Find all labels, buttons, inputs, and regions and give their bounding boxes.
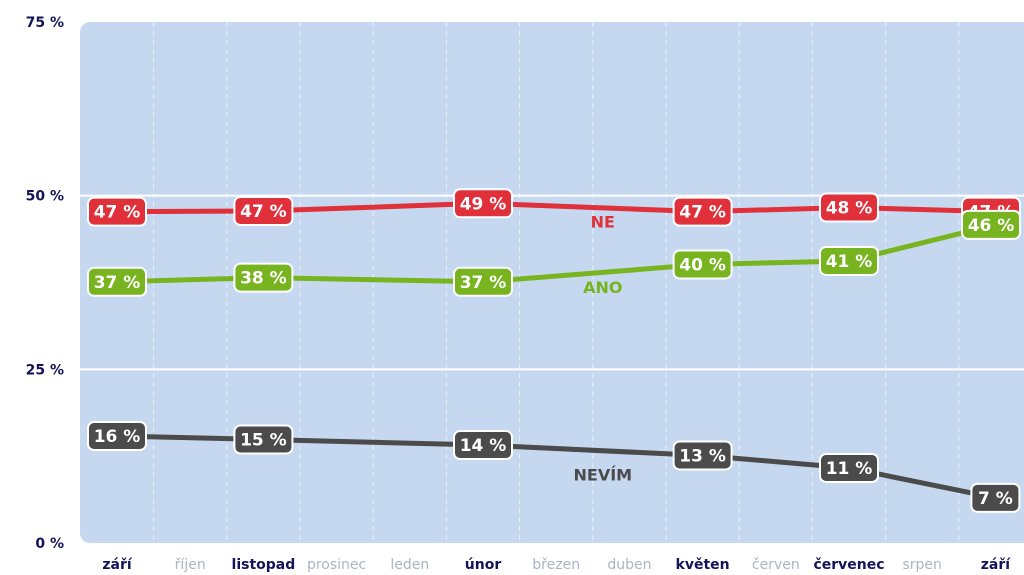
y-tick-label: 50 %: [26, 189, 64, 205]
data-label-badge: [970, 482, 1021, 513]
data-label-text: 46 %: [968, 216, 1015, 236]
data-label-text: 48 %: [826, 198, 873, 218]
data-label-badge: [87, 196, 147, 227]
data-label-text: 49 %: [460, 194, 507, 214]
plot-background: [80, 22, 1024, 543]
x-tick-label: duben: [607, 557, 651, 573]
x-tick-label: září: [102, 557, 133, 573]
data-label-badge: [233, 195, 294, 226]
data-label-badge: [672, 196, 733, 227]
data-label: 48 %: [819, 192, 879, 223]
x-tick-label: prosinec: [307, 557, 366, 573]
series-name-nevím: NEVÍM: [574, 465, 633, 484]
data-label-badge: [672, 249, 733, 280]
data-labels: 47 %47 %49 %47 %48 %47 %37 %38 %37 %40 %…: [87, 188, 1021, 513]
x-tick-label: říjen: [175, 557, 206, 573]
x-tick-label: srpen: [902, 557, 941, 573]
x-tick-label: září: [981, 557, 1012, 573]
data-label-badge: [819, 452, 879, 483]
data-label: 7 %: [970, 482, 1021, 513]
x-tick-label: únor: [465, 557, 502, 573]
data-label-text: 38 %: [240, 269, 287, 289]
data-label-badge: [961, 209, 1021, 240]
data-label-badge: [87, 421, 147, 452]
y-tick-label: 0 %: [35, 536, 64, 552]
data-label-badge: [233, 424, 294, 455]
data-label-text: 41 %: [826, 252, 873, 272]
data-label-badge: [672, 440, 733, 471]
series-names: NE ANO NEVÍM: [574, 212, 633, 484]
x-tick-label: březen: [532, 557, 580, 573]
data-label: 38 %: [233, 262, 294, 293]
data-label-text: 40 %: [679, 255, 726, 275]
data-label-text: 47 %: [679, 203, 726, 223]
series-name-ne: NE: [591, 212, 615, 231]
data-label: 37 %: [453, 266, 513, 297]
data-label: 16 %: [87, 421, 147, 452]
data-label-badge: [453, 188, 513, 219]
data-label-badge: [453, 430, 513, 461]
data-label: 47 %: [87, 196, 147, 227]
data-label: 49 %: [453, 188, 513, 219]
data-label: 14 %: [453, 430, 513, 461]
y-axis: 0 % 25 % 50 % 75 %: [26, 15, 64, 552]
data-label: 47 %: [672, 196, 733, 227]
x-tick-label: listopad: [232, 557, 296, 573]
x-axis: září říjen listopad prosinec leden únor březen…: [102, 557, 1011, 573]
data-label: 11 %: [819, 452, 879, 483]
data-label-text: 47 %: [240, 202, 287, 222]
data-label: 15 %: [233, 424, 294, 455]
series-name-ano: ANO: [583, 278, 622, 297]
x-tick-label: květen: [676, 557, 730, 573]
data-label: 41 %: [819, 245, 879, 276]
data-label-text: 47 %: [94, 203, 141, 223]
data-label: 47 %: [233, 195, 294, 226]
x-tick-label: leden: [390, 557, 429, 573]
data-label: 40 %: [672, 249, 733, 280]
data-label-text: 13 %: [679, 446, 726, 466]
data-label-badge: [819, 192, 879, 223]
data-label: 37 %: [87, 266, 147, 297]
data-label: 13 %: [672, 440, 733, 471]
data-label-text: 14 %: [460, 436, 507, 456]
data-label-badge: [233, 262, 294, 293]
data-label-badge: [87, 266, 147, 297]
data-label-text: 37 %: [460, 273, 507, 293]
data-label-badge: [453, 266, 513, 297]
data-label-text: 15 %: [240, 430, 287, 450]
data-label-badge: [819, 245, 879, 276]
data-label: 46 %: [961, 209, 1021, 240]
x-tick-label: červenec: [813, 557, 884, 573]
data-label-text: 37 %: [94, 273, 141, 293]
y-tick-label: 75 %: [26, 15, 64, 31]
y-tick-label: 25 %: [26, 362, 64, 378]
data-label-text: 11 %: [826, 459, 873, 479]
data-label-text: 7 %: [978, 489, 1013, 509]
data-label-text: 16 %: [94, 427, 141, 447]
x-tick-label: červen: [752, 557, 800, 573]
